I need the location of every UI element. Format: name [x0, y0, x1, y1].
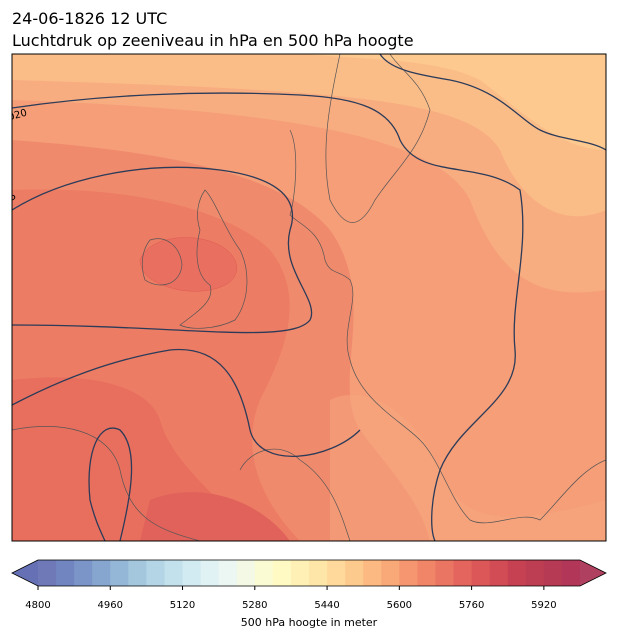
- colorbar-bin: [363, 560, 382, 586]
- colorbar-bin: [507, 560, 527, 586]
- field: [300, 54, 606, 150]
- field: [12, 54, 606, 217]
- colorbar-bin: [74, 560, 93, 586]
- map-frame: [11, 53, 607, 542]
- coastlines: [12, 54, 606, 541]
- colorbar-tick-label: 4960: [98, 600, 123, 611]
- colorbar-tick-label: 5920: [531, 600, 556, 611]
- colorbar-label: 500 hPa hoogte in meter: [241, 616, 378, 629]
- colorbar-tick-label: 5760: [459, 600, 484, 611]
- colorbar-bin: [435, 560, 455, 586]
- colorbar-bin: [525, 560, 545, 586]
- colorbar-extend-over: [580, 560, 606, 586]
- colorbar-bin: [92, 560, 111, 586]
- colorbar-bin: [164, 560, 184, 586]
- colorbar-bin: [110, 560, 129, 586]
- colorbar-bin: [399, 560, 418, 586]
- colorbar-bin: [254, 560, 274, 586]
- colorbar-tick-label: 5120: [170, 600, 195, 611]
- colorbar-bin: [218, 560, 238, 586]
- field: [140, 492, 290, 541]
- field: [139, 237, 237, 292]
- colorbar-outline: [11, 559, 607, 587]
- isobars: [12, 54, 606, 541]
- colorbar-bin: [471, 560, 491, 586]
- title: 24-06-1826 12 UTC: [12, 9, 167, 28]
- colorbar-extend-under: [12, 560, 38, 586]
- colorbar-bin: [345, 560, 364, 586]
- colorbar-bin: [272, 560, 292, 586]
- colorbar-bin: [200, 560, 220, 586]
- colorbar-tick-label: 5440: [314, 600, 339, 611]
- colorbar-bin: [489, 560, 509, 586]
- colorbar-bin: [182, 560, 202, 586]
- colorbar-bin: [327, 560, 346, 586]
- colorbar-bin: [309, 560, 328, 586]
- colorbar-bin: [38, 560, 57, 586]
- colorbar-bin: [236, 560, 256, 586]
- colorbar: 4800 4960 5120 5280 5440 5600 5760 5920: [11, 559, 607, 611]
- colorbar-bin: [381, 560, 400, 586]
- map: 1020 1025: [12, 54, 606, 541]
- colorbar-tick-label: 5600: [387, 600, 412, 611]
- field: [330, 394, 606, 541]
- colorbar-bin: [290, 560, 310, 586]
- colorbar-bin: [543, 560, 563, 586]
- colorbar-bin: [561, 560, 581, 586]
- colorbar-tick-label: 5280: [242, 600, 267, 611]
- colorbar-bin: [56, 560, 75, 586]
- subtitle: Luchtdruk op zeeniveau in hPa en 500 hPa…: [12, 31, 414, 50]
- colorbar-bin: [453, 560, 473, 586]
- colorbar-bin: [417, 560, 436, 586]
- colorbar-bin: [146, 560, 165, 586]
- colorbar-tick-label: 4800: [25, 600, 50, 611]
- colorbar-bin: [128, 560, 147, 586]
